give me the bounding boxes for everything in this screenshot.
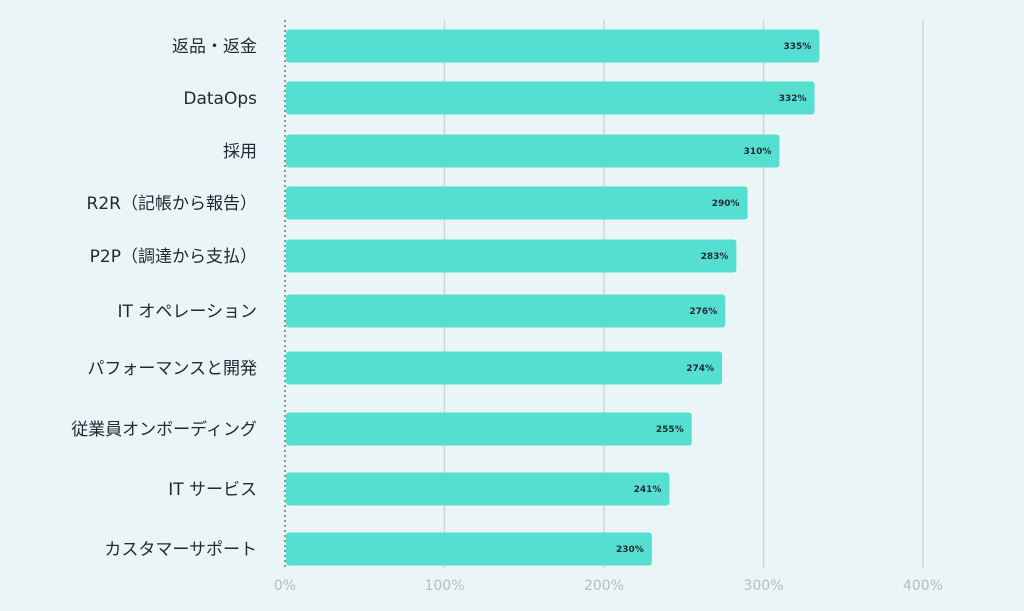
data-label: 290% <box>712 199 740 209</box>
data-label: 283% <box>701 252 729 262</box>
data-label: 276% <box>689 307 717 317</box>
bar <box>286 532 652 566</box>
category-label: IT サービス <box>168 480 257 500</box>
data-label: 255% <box>656 425 684 435</box>
bar <box>286 472 670 506</box>
category-label: DataOps <box>183 89 257 109</box>
x-tick-label: 0% <box>274 578 296 594</box>
data-label: 335% <box>784 42 812 52</box>
data-label: 310% <box>744 147 772 157</box>
category-label: IT オペレーション <box>118 302 257 322</box>
category-label: 返品・返金 <box>172 37 257 57</box>
data-label: 241% <box>634 485 662 495</box>
data-label: 332% <box>779 94 807 104</box>
bar <box>286 29 820 63</box>
bar <box>286 351 723 385</box>
category-label: 従業員オンボーディング <box>71 419 257 440</box>
data-label: 230% <box>616 545 644 555</box>
x-tick-label: 400% <box>903 578 943 594</box>
category-label: 採用 <box>223 142 257 162</box>
category-label: R2R（記帳から報告） <box>87 194 257 214</box>
x-tick-label: 200% <box>584 578 624 594</box>
bar <box>286 239 737 273</box>
data-label: 274% <box>686 364 714 374</box>
bars <box>286 29 820 566</box>
category-label: P2P（調達から支払） <box>90 247 257 267</box>
bar <box>286 412 692 446</box>
bar <box>286 186 748 220</box>
x-axis-ticks: 0% 100% 200% 300% 400% <box>274 578 943 594</box>
category-labels: 返品・返金 DataOps 採用 R2R（記帳から報告） P2P（調達から支払） IT オ… <box>71 37 257 560</box>
bar <box>286 81 815 115</box>
x-tick-label: 300% <box>743 578 783 594</box>
data-labels: 335% 332% 310% 290% 283% 276% 274% 255% 241% 230% <box>616 42 811 555</box>
x-tick-label: 100% <box>424 578 464 594</box>
category-label: カスタマーサポート <box>104 540 257 560</box>
bar <box>286 134 780 168</box>
category-label: パフォーマンスと開発 <box>87 359 257 379</box>
bar <box>286 294 726 328</box>
